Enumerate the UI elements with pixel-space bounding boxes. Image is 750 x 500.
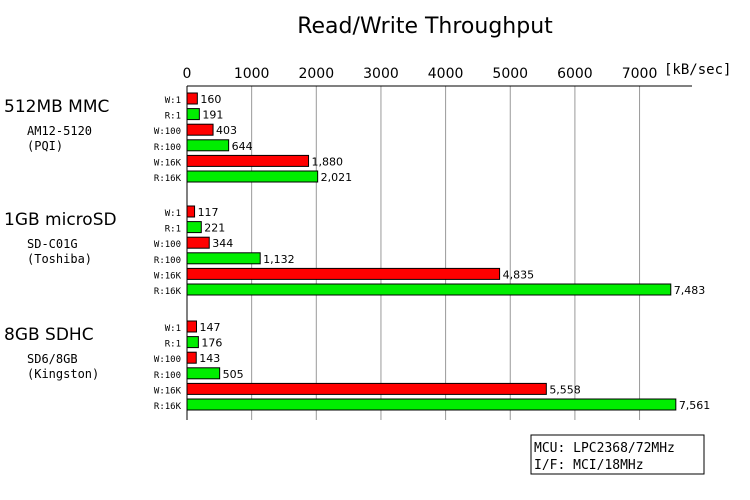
bar-value-label: 403: [216, 124, 237, 137]
unit-label: [kB/sec]: [664, 62, 731, 78]
device-vendor: (Toshiba): [27, 252, 92, 266]
bar-category-label: W:16K: [154, 158, 182, 168]
write-bar: [186, 236, 210, 249]
write-bar: [186, 320, 198, 333]
bar-value-label: 644: [232, 140, 253, 153]
x-tick-label: 0: [183, 66, 192, 82]
bar-value-label: 7,561: [679, 399, 711, 412]
write-bar: [186, 351, 197, 364]
bar-category-label: W:100: [154, 127, 181, 137]
read-bar: [186, 221, 202, 234]
x-tick-label: 7000: [622, 66, 658, 82]
note-line-1: MCU: LPC2368/72MHz: [534, 441, 675, 456]
write-bar: [186, 154, 310, 167]
read-bar: [186, 367, 221, 380]
read-bar: [186, 170, 319, 183]
bar-value-label: 505: [223, 368, 244, 381]
bar-value-label: 5,558: [549, 383, 581, 396]
read-bar: [186, 336, 199, 349]
device-model: SD-C01G: [27, 237, 78, 251]
bar-category-label: W:100: [154, 355, 181, 365]
bar-value-label: 147: [200, 321, 221, 334]
device-group: 8GB SDHC SD6/8GB(Kingston) W:1 147 R:1 176 W:1…: [4, 320, 711, 412]
x-tick-label: 2000: [298, 66, 334, 82]
bar-category-label: W:1: [165, 96, 181, 106]
bar-category-label: W:1: [165, 209, 181, 219]
bar-category-label: W:1: [165, 324, 181, 334]
note-line-2: I/F: MCI/18MHz: [534, 458, 644, 473]
bar-category-label: R:16K: [154, 174, 182, 184]
bar-category-label: W:16K: [154, 271, 182, 281]
read-bar: [186, 283, 672, 296]
bar-category-label: R:1: [165, 225, 181, 235]
bar-value-label: 2,021: [321, 171, 353, 184]
read-bar: [186, 108, 200, 121]
x-tick-label: 4000: [428, 66, 464, 82]
bar-value-label: 191: [202, 109, 223, 122]
device-name: 1GB microSD: [4, 210, 117, 230]
bar-category-label: R:16K: [154, 402, 182, 412]
write-bar: [186, 92, 198, 105]
device-model: SD6/8GB: [27, 352, 78, 366]
bar-value-label: 1,132: [263, 253, 295, 266]
device-group: 1GB microSD SD-C01G(Toshiba) W:1 117 R:1 221 W…: [4, 205, 706, 297]
bar-value-label: 7,483: [674, 284, 706, 297]
bar-category-label: R:100: [154, 371, 181, 381]
bar-category-label: R:1: [165, 112, 181, 122]
bar-value-label: 160: [200, 93, 221, 106]
write-bar: [186, 205, 196, 218]
x-tick-label: 3000: [363, 66, 399, 82]
device-model: AM12-5120: [27, 124, 92, 138]
write-bar: [186, 267, 501, 280]
bar-category-label: R:16K: [154, 287, 182, 297]
read-bar: [186, 398, 677, 411]
read-bar: [186, 139, 230, 152]
x-tick-label: 5000: [492, 66, 528, 82]
x-tick-label: 1000: [234, 66, 270, 82]
device-name: 512MB MMC: [4, 97, 109, 117]
device-vendor: (PQI): [27, 139, 63, 153]
read-bar: [186, 252, 261, 265]
bar-value-label: 344: [212, 237, 233, 250]
bar-category-label: W:100: [154, 240, 181, 250]
write-bar: [186, 382, 547, 395]
write-bar: [186, 123, 214, 136]
bar-value-label: 143: [199, 352, 220, 365]
device-name: 8GB SDHC: [4, 325, 94, 345]
device-group: 512MB MMC AM12-5120(PQI) W:1 160 R:1 191 W:100…: [4, 92, 353, 184]
device-vendor: (Kingston): [27, 367, 99, 381]
bar-category-label: R:1: [165, 340, 181, 350]
bar-value-label: 1,880: [312, 155, 344, 168]
bar-category-label: R:100: [154, 143, 181, 153]
chart-title: Read/Write Throughput: [297, 14, 553, 39]
bar-value-label: 176: [201, 337, 222, 350]
bar-category-label: R:100: [154, 256, 181, 266]
bar-value-label: 4,835: [503, 268, 535, 281]
bar-category-label: W:16K: [154, 386, 182, 396]
bar-value-label: 221: [204, 222, 225, 235]
note-box: MCU: LPC2368/72MHz I/F: MCI/18MHz: [530, 434, 705, 475]
bar-value-label: 117: [198, 206, 219, 219]
x-tick-label: 6000: [557, 66, 593, 82]
